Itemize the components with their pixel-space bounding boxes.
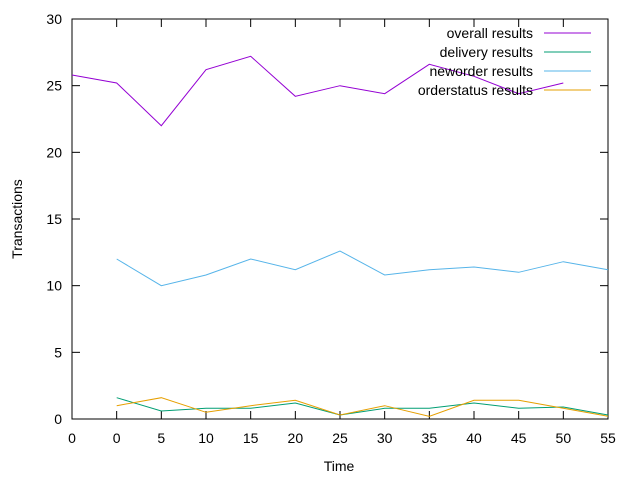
x-tick-label: 50 [556,430,572,446]
x-tick-label: 30 [377,430,393,446]
x-tick-label: 40 [466,430,482,446]
y-tick-label: 15 [46,211,62,227]
x-tick-label: 0 [113,430,121,446]
y-tick-label: 5 [54,344,62,360]
y-axis-title: Transactions [9,179,25,259]
legend-label-delivery-results: delivery results [440,44,533,60]
x-tick-label: 15 [243,430,259,446]
x-tick-label: 45 [511,430,527,446]
y-tick-label: 25 [46,78,62,94]
legend-label-neworder-results: neworder results [430,63,534,79]
x-tick-label: 10 [198,430,214,446]
legend-label-orderstatus-results: orderstatus results [418,82,533,98]
legend: overall results delivery results neworder … [418,25,591,98]
legend-label-overall-results: overall results [447,25,533,41]
series-layer [71,55,609,417]
x-axis-title: Time [324,458,355,474]
x-tick-label: 55 [600,430,616,446]
series-line-delivery-results [116,397,609,416]
x-tick-label: 20 [288,430,304,446]
x-axis: 0 0 5 10 15 20 25 30 35 40 45 50 55 [68,19,616,446]
series-line-orderstatus-results [116,397,609,417]
y-tick-label: 0 [54,411,62,427]
series-line-overall-results [71,55,564,127]
x-tick-label: 5 [157,430,165,446]
y-tick-label: 10 [46,278,62,294]
y-tick-label: 30 [46,11,62,27]
y-tick-label: 20 [46,144,62,160]
x-tick-label: 25 [332,430,348,446]
plot-frame [71,18,609,420]
plot-border [71,18,609,420]
x-tick-label: 35 [422,430,438,446]
series-line-neworder-results [116,250,609,287]
y-axis: 0 5 10 15 20 25 30 [46,11,608,427]
x-tick-label: 0 [68,430,76,446]
